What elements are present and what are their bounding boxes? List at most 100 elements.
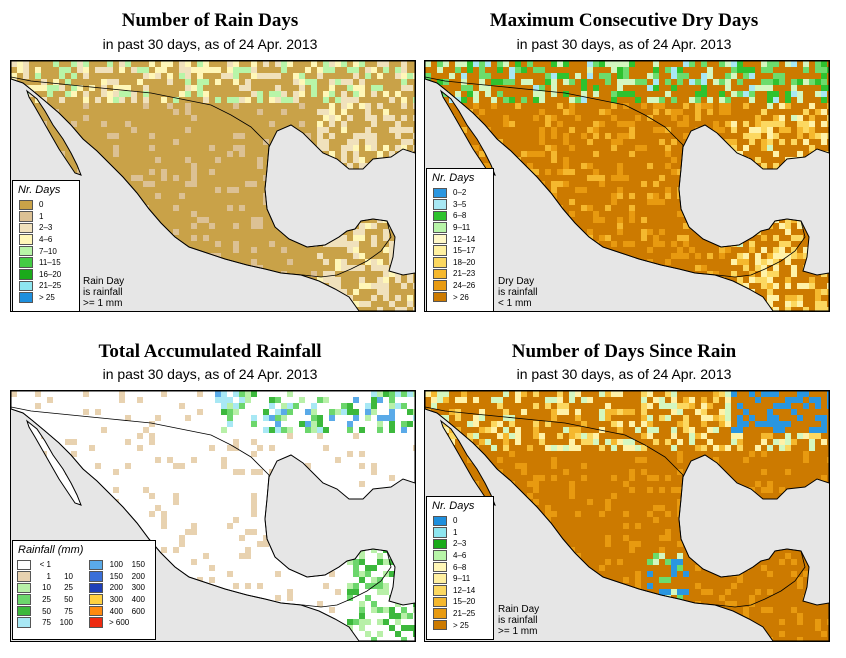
legend-entry: 25 50 [17,594,83,606]
legend-swatch [17,594,31,605]
note-line: Dry Day [498,276,535,287]
legend-entry: 12–14 [427,585,493,597]
note-line: >= 1 mm [498,626,538,637]
legend-entry: 7–10 [13,245,79,257]
legend-swatch [433,222,447,233]
legend-swatch [19,222,33,234]
legend-swatch [433,257,447,268]
legend-range-high: 200 [131,571,145,581]
legend-swatch [89,605,103,617]
legend-label: 18–20 [453,257,476,267]
legend-range-high: 10 [64,571,73,581]
legend-entry: 400 600 [89,605,155,617]
legend-entry: 21–25 [427,608,493,620]
legend-range-high: 50 [64,595,73,605]
legend-range-high: 75 [64,606,73,616]
legend-label: 15–17 [453,246,476,256]
legend-range-high: 100 [59,618,73,628]
legend-swatch [433,233,447,245]
legend-swatch [433,187,447,199]
legend-range-high: 400 [131,595,145,605]
legend-entry: 9–11 [427,573,493,585]
country-border [11,406,392,608]
legend-label: 9–11 [453,574,471,584]
legend-entry: 24–26 [427,280,493,292]
legend-swatch [17,582,31,594]
legend-swatch [89,571,103,582]
legend-entry: > 25 [13,292,79,304]
legend-label: > 26 [453,292,469,302]
legend-entry: 11–15 [13,257,79,269]
legend-label: 0 [39,200,44,210]
legend-entry: > 25 [427,619,493,631]
legend-swatch [433,291,447,303]
legend-range-low: 25 [42,595,51,605]
legend-entry: < 1 [17,559,83,571]
legend-entry: 3–5 [427,199,493,211]
legend-entry: 6–8 [427,210,493,222]
legend-swatch [89,617,103,629]
legend-swatch [433,515,447,527]
legend-label: 21–23 [453,269,476,279]
legend-label: > 25 [39,293,55,303]
country-border [425,76,806,278]
legend-range-high: 150 [131,560,145,570]
legend-label: 6–8 [453,211,467,221]
legend-title: Nr. Days [432,500,475,512]
legend-label: 21–25 [39,281,62,291]
legend-entry: 75 100 [17,617,83,629]
legend-label: 12–14 [453,585,476,595]
panel-title-dry-days: Maximum Consecutive Dry Days [489,10,759,31]
legend-swatch [433,561,447,573]
legend-label: 2–3 [39,223,53,233]
legend-swatch [17,605,31,617]
legend-entry: 300 400 [89,594,155,606]
legend-range-high: 25 [64,583,73,593]
legend-entry: 0 [427,515,493,527]
legend-swatch [433,608,447,619]
legend-entry: 12–14 [427,233,493,245]
legend-range-low: 50 [42,606,51,616]
legend-swatch [17,571,31,582]
note-line: is rainfall [83,287,123,298]
legend-label: 2–3 [453,539,467,549]
legend-label: 9–11 [453,223,471,233]
legend-swatch [433,245,447,257]
legend-range-low: 150 [109,571,123,581]
legend-swatch [89,594,103,605]
legend-swatch [433,280,447,291]
legend-range-low: 400 [109,606,123,616]
legend-label: 11–15 [39,258,61,268]
legend-label: 12–14 [453,234,476,244]
legend-range-low: < 1 [39,560,51,570]
panel-subtitle-dry-days: in past 30 days, as of 24 Apr. 2013 [516,36,732,52]
legend-entry: 6–8 [427,561,493,573]
legend-label: 15–20 [453,597,476,607]
legend-label: 4–6 [453,551,467,561]
note-rain-day-definition: Rain Day is rainfall >= 1 mm [83,276,124,309]
panel-subtitle-rain-days: in past 30 days, as of 24 Apr. 2013 [102,36,318,52]
note-dry-day-definition: Dry Day is rainfall < 1 mm [498,276,537,309]
country-border [11,76,392,278]
legend-entry: 200 300 [89,582,155,594]
legend-rainfall: Rainfall (mm) < 1 100 150 1 10 150 200 10 25 200 3… [12,540,156,640]
legend-entry: > 600 [89,617,155,629]
legend-swatch [433,585,447,596]
coastline [25,419,82,506]
legend-dry-days: Nr. Days 0–2 3–5 6–8 9–11 12–14 15–17 18–20 21–… [426,168,494,312]
legend-entry: 21–25 [13,280,79,292]
legend-entry: 4–6 [13,234,79,246]
legend-label: 1 [453,527,458,537]
panel-title-rain-days: Number of Rain Days [121,10,299,31]
note-line: Rain Day [83,276,125,287]
legend-label: 3–5 [453,199,467,209]
legend-entry: 100 150 [89,559,155,571]
legend-label: 7–10 [39,246,57,256]
legend-swatch [433,538,447,550]
legend-label: 24–26 [453,281,476,291]
legend-entry: 21–23 [427,268,493,280]
legend-swatch [19,211,33,222]
legend-range-low: 200 [109,583,123,593]
country-border [425,406,806,608]
legend-swatch [433,619,447,631]
